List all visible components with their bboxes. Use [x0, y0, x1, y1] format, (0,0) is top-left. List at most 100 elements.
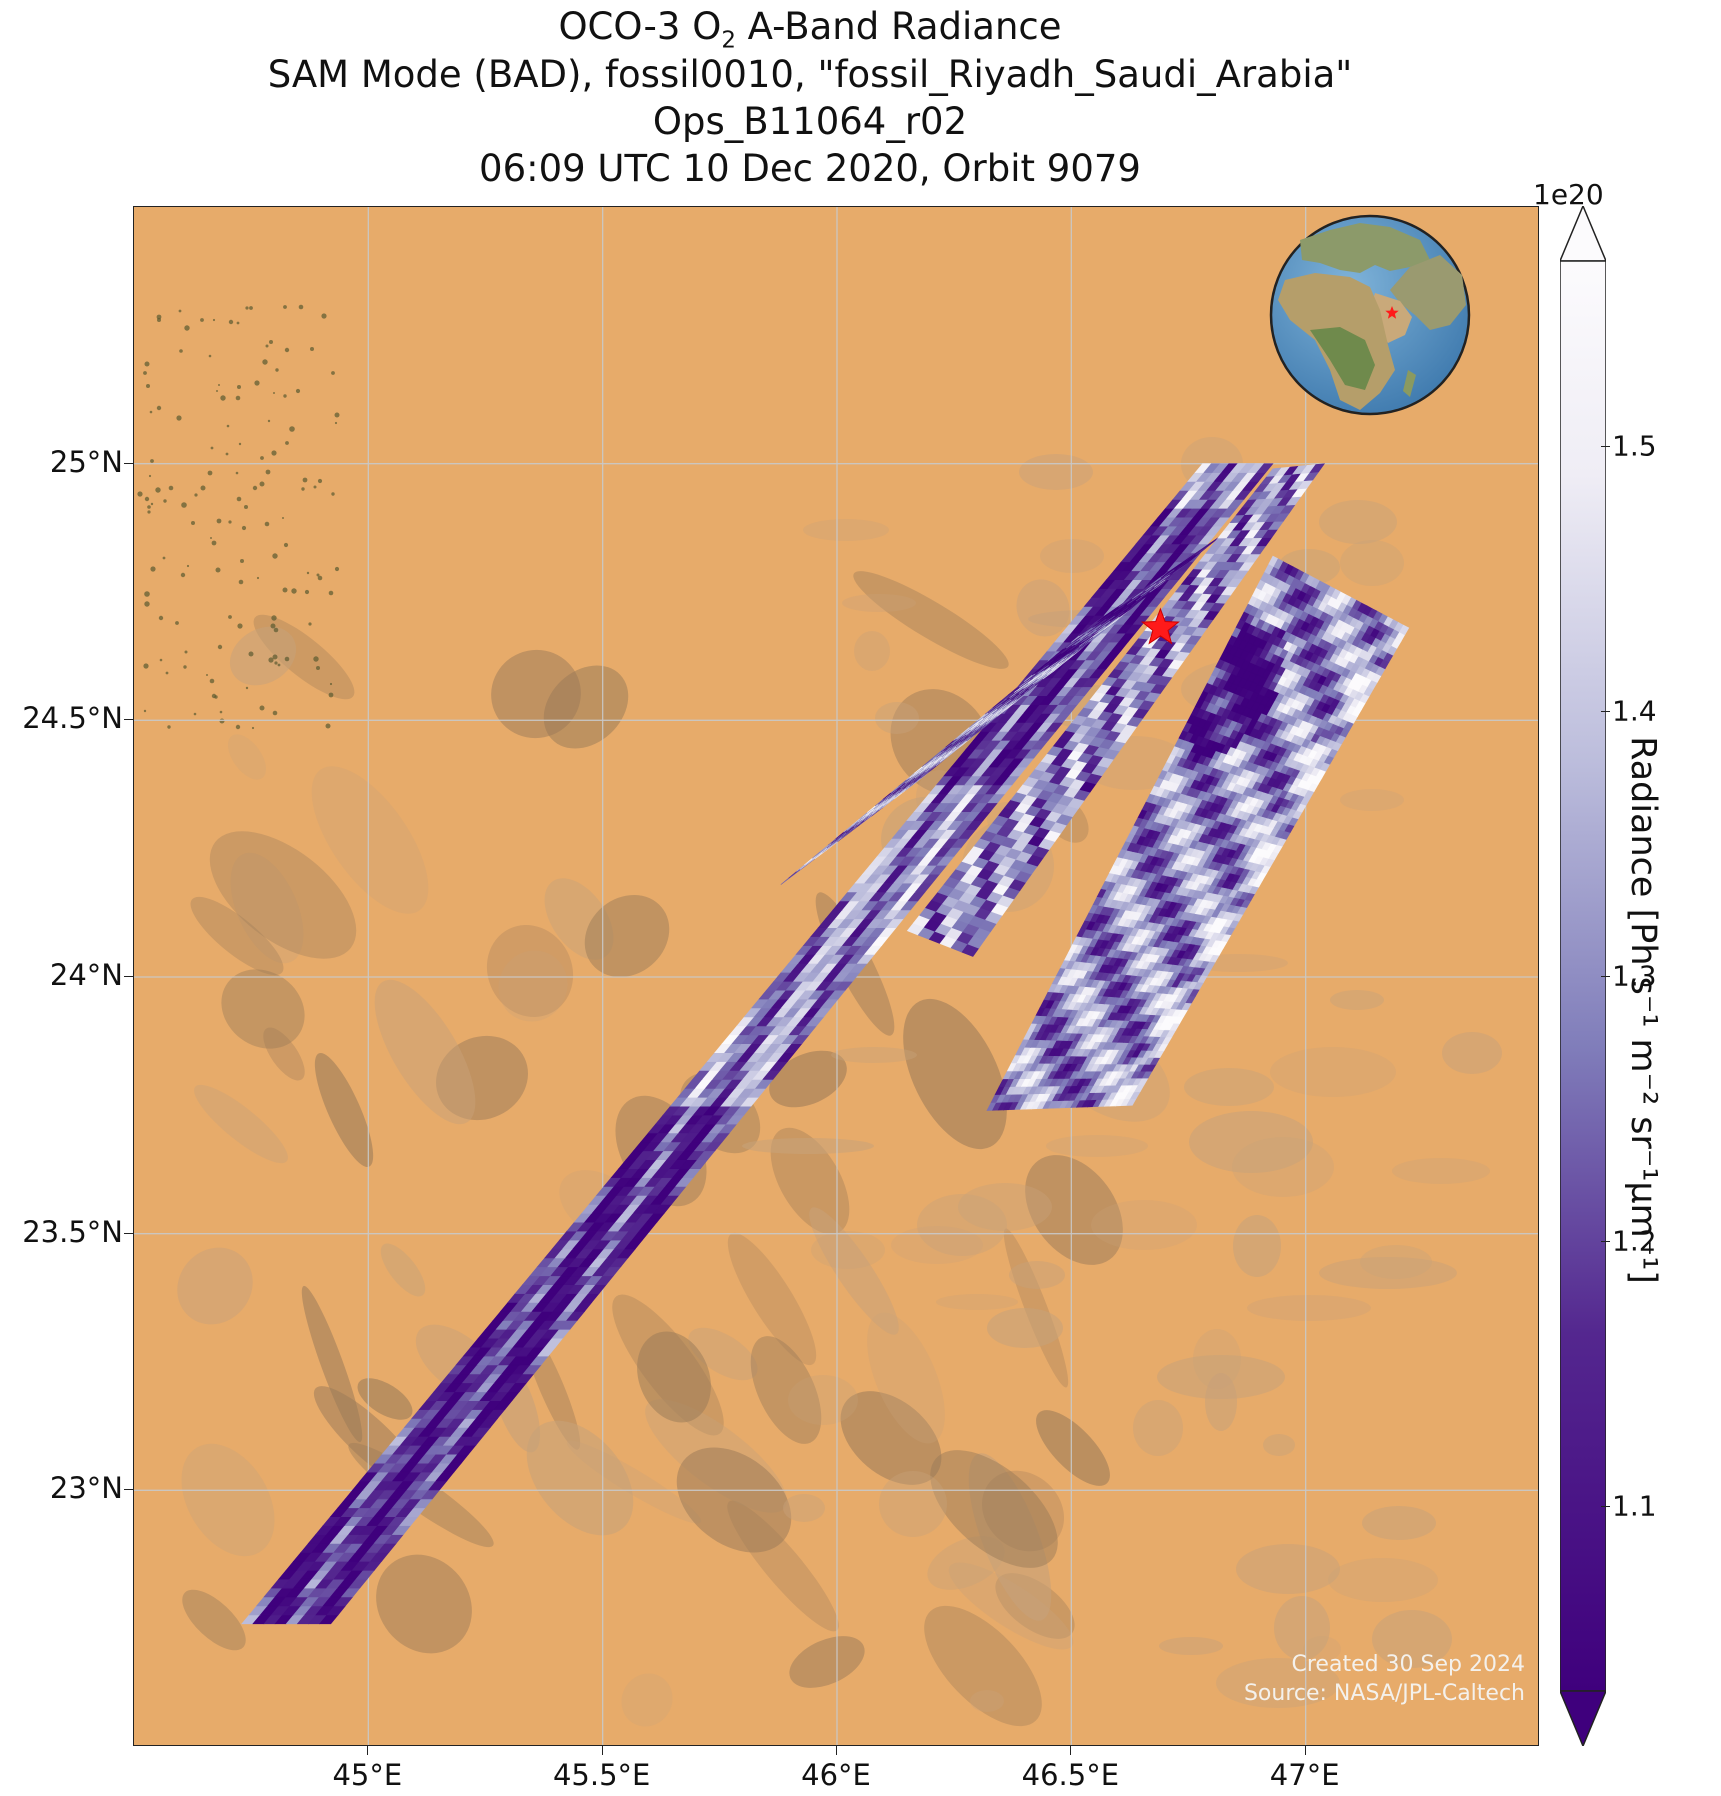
lat-tick-mark: [124, 462, 133, 464]
vegetation-dot: [272, 553, 278, 559]
vegetation-dot: [235, 724, 241, 730]
vegetation-dot: [245, 306, 249, 310]
terrain-patch: [1133, 1400, 1183, 1456]
vegetation-dot: [216, 518, 222, 524]
vegetation-dot: [285, 441, 289, 445]
vegetation-dot: [226, 424, 230, 428]
terrain-patch: [803, 519, 889, 541]
vegetation-dot: [265, 469, 271, 475]
vegetation-dot: [212, 318, 216, 322]
lat-tick-label: 24°N: [49, 958, 123, 992]
lon-tick-mark: [367, 1746, 369, 1755]
terrain-patch: [917, 1194, 1007, 1256]
vegetation-dot: [228, 319, 234, 325]
terrain-patch: [769, 1050, 847, 1108]
vegetation-dot: [147, 505, 151, 509]
vegetation-dot: [271, 615, 277, 621]
terrain-patch: [1236, 1544, 1340, 1594]
vegetation-dot: [211, 693, 217, 699]
terrain-patch: [970, 1690, 1004, 1712]
title-line-1: OCO-3 O2 A-Band Radiance: [558, 5, 1062, 54]
vegetation-dot: [218, 384, 220, 386]
terrain-patch: [190, 896, 284, 976]
vegetation-dot: [248, 651, 254, 657]
lon-tick-label: 46°E: [801, 1758, 871, 1792]
vegetation-dot: [274, 661, 278, 665]
terrain-patch: [1091, 1200, 1197, 1250]
colorbar-extend-min: [1560, 1690, 1606, 1746]
terrain-patch: [854, 631, 890, 671]
vegetation-dot: [283, 542, 289, 548]
vegetation-dot: [220, 395, 226, 401]
vegetation-dot: [259, 705, 265, 711]
vegetation-dot: [264, 521, 270, 527]
vegetation-dot: [259, 481, 265, 487]
vegetation-dot: [217, 644, 223, 650]
vegetation-dot: [179, 349, 183, 353]
vegetation-dot: [316, 666, 320, 670]
terrain-patch: [968, 1453, 1052, 1621]
lon-tick-label: 45.5°E: [552, 1758, 651, 1792]
vegetation-dot: [156, 314, 162, 320]
terrain-patch: [809, 1207, 899, 1335]
terrain-patch: [498, 950, 568, 1022]
terrain-patch: [688, 1327, 758, 1381]
vegetation-dot: [329, 682, 333, 686]
vegetation-dot: [272, 654, 278, 660]
terrain-patch: [380, 1243, 426, 1297]
vegetation-dot: [147, 510, 151, 514]
terrain-patch: [1263, 1434, 1295, 1456]
vegetation-dot: [283, 305, 287, 309]
vegetation-dot: [271, 450, 277, 456]
lon-tick-mark: [1304, 1746, 1306, 1755]
vegetation-dot: [162, 556, 166, 560]
vegetation-dot: [254, 380, 260, 386]
terrain-patch: [1360, 1245, 1432, 1279]
vegetation-dot: [157, 318, 161, 322]
terrain-patch: [867, 1312, 945, 1444]
source-credit: Source: NASA/JPL-Caltech: [1243, 1681, 1525, 1706]
vegetation-dot: [245, 686, 249, 690]
terrain-patch: [831, 1047, 917, 1063]
lon-tick-label: 47°E: [1269, 1758, 1340, 1792]
vegetation-dot: [277, 663, 281, 667]
colorbar-tick-label: 1.1: [1612, 1489, 1657, 1523]
terrain-patch: [1270, 1047, 1396, 1097]
terrain-patch: [903, 998, 1007, 1150]
vegetation-dot: [331, 492, 335, 496]
vegetation-dot: [272, 710, 278, 716]
colorbar-tick-label: 1.4: [1612, 694, 1657, 728]
vegetation-dot: [236, 321, 240, 325]
colorbar-label: Radiance [Ph s⁻¹ m⁻² sr⁻¹µm⁻¹]: [1623, 736, 1663, 1284]
vegetation-dot: [282, 517, 284, 519]
terrain-patch: [1019, 454, 1093, 490]
colorbar-tick-mark: [1601, 1505, 1610, 1507]
lon-tick-mark: [1070, 1746, 1072, 1755]
vegetation-dot: [251, 726, 255, 730]
vegetation-dot: [284, 347, 290, 353]
terrain-patch: [987, 1308, 1063, 1348]
vegetation-dot: [150, 502, 154, 506]
title-line-4: 06:09 UTC 10 Dec 2020, Orbit 9079: [479, 147, 1141, 190]
terrain-patch: [491, 649, 581, 739]
vegetation-dot: [144, 496, 150, 502]
terrain-patch: [1442, 1032, 1502, 1074]
colorbar-tick-mark: [1601, 1240, 1610, 1242]
vegetation-dot: [208, 354, 212, 358]
terrain-patch: [357, 1378, 413, 1420]
vegetation-dot: [156, 405, 162, 411]
vegetation-dot: [219, 718, 225, 724]
vegetation-dot: [317, 575, 323, 581]
vegetation-dot: [178, 309, 182, 313]
terrain-patch: [209, 831, 357, 959]
lat-tick-mark: [124, 1489, 133, 1491]
terrain-patch: [221, 969, 305, 1049]
title-line-3: Ops_B11064_r02: [652, 100, 968, 143]
vegetation-dot: [143, 663, 149, 669]
vegetation-dot: [238, 442, 242, 446]
colorbar-tick-mark: [1601, 446, 1610, 448]
terrain-patch: [1247, 1295, 1371, 1321]
vegetation-dot: [194, 493, 198, 497]
terrain-patch: [1046, 1135, 1148, 1157]
vegetation-dot: [268, 657, 274, 663]
